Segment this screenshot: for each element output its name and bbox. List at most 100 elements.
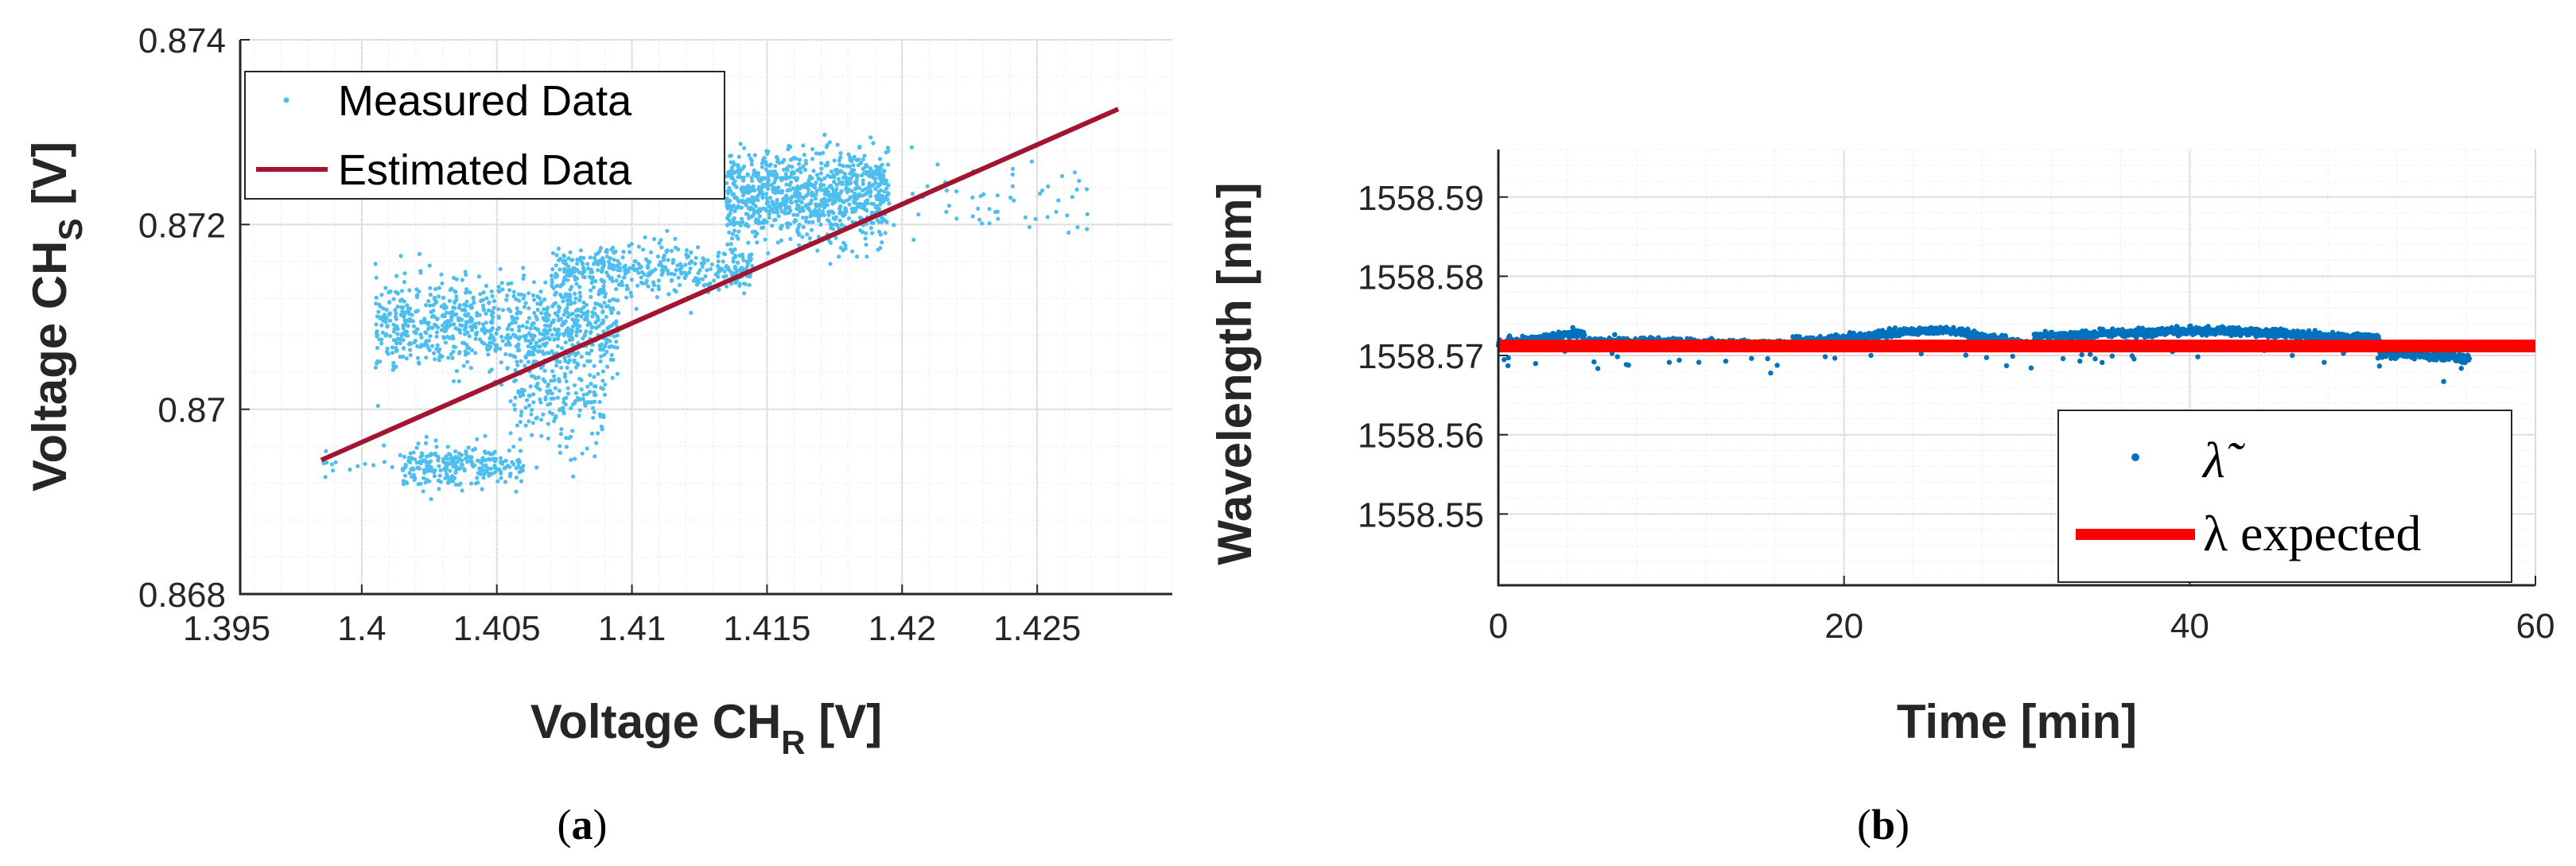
lambda-data-point [1749,355,1754,361]
panel-a-chart: 1.395 1.4 1.405 1.41 1.415 1.42 1.4250.8680.87… [23,21,1173,849]
measured-data-point [883,180,888,184]
measured-data-point [511,293,516,298]
measured-data-point [954,216,959,221]
measured-data-point [426,338,431,343]
measured-data-point [451,344,457,349]
measured-data-point [814,151,818,156]
measured-data-point [729,221,733,226]
measured-data-point [469,328,475,332]
measured-data-point [694,255,698,260]
measured-data-point [771,218,777,223]
measured-data-point [568,287,573,292]
measured-data-point [797,222,802,227]
measured-data-point [589,382,593,386]
measured-data-point [589,270,595,274]
measured-data-point [424,303,429,308]
measured-data-point [715,264,721,269]
measured-data-point [511,462,516,467]
measured-data-point [441,335,446,340]
lambda-data-point [1591,359,1597,365]
measured-data-point [479,298,484,304]
measured-data-point [663,265,668,270]
measured-data-point [810,227,814,232]
measured-data-point [600,386,605,391]
measured-data-point [437,347,442,351]
measured-data-point [643,235,647,240]
measured-data-point [729,249,735,254]
measured-data-point [508,431,513,436]
measured-data-point [554,415,558,420]
measured-data-point [1045,215,1050,219]
measured-data-point [505,336,510,341]
measured-data-point [503,466,507,471]
measured-data-point [716,254,721,258]
measured-data-point [1040,188,1045,193]
measured-data-point [552,378,557,383]
measured-data-point [826,189,830,194]
measured-data-point [794,199,798,204]
measured-data-point [775,209,780,215]
lambda-data-point [1614,354,1620,359]
measured-data-point [487,347,491,351]
measured-data-point [437,285,441,290]
measured-data-point [826,212,831,217]
measured-data-point [570,324,575,329]
measured-data-point [752,153,757,157]
measured-data-point [581,397,585,402]
measured-data-point [577,398,581,402]
measured-data-point [518,394,523,398]
panel-a-estimated-line [320,107,1120,463]
measured-data-point [589,288,593,293]
measured-data-point [581,255,586,260]
measured-data-point [523,338,528,343]
measured-data-point [867,169,872,174]
measured-data-point [784,211,789,216]
measured-data-point [600,256,605,261]
measured-data-point [410,313,414,317]
measured-data-point [414,295,420,300]
measured-data-point [499,334,504,340]
measured-data-point [849,188,854,193]
measured-data-point [615,333,620,338]
measured-data-point [559,346,565,351]
measured-data-point [564,379,569,384]
measured-data-point [750,195,755,200]
measured-data-point [477,313,482,317]
measured-data-point [819,178,824,183]
measured-data-point [763,237,767,242]
measured-data-point [884,186,889,191]
measured-data-point [751,212,756,217]
measured-data-point [374,322,379,327]
measured-data-point [571,474,576,479]
measured-data-point [529,350,534,355]
measured-data-point [417,251,422,256]
measured-data-point [554,274,560,278]
measured-data-point [857,185,862,191]
measured-data-point [433,322,437,327]
measured-data-point [537,296,542,301]
measured-data-point [519,466,525,471]
measured-data-point [418,319,424,324]
measured-data-point [565,273,569,278]
measured-data-point [484,468,489,474]
measured-data-point [782,157,787,162]
measured-data-point [600,266,605,270]
measured-data-point [480,327,484,332]
measured-data-point [513,333,518,338]
measured-data-point [814,213,818,218]
measured-data-point [398,254,403,258]
measured-data-point [696,245,701,250]
measured-data-point [587,351,592,356]
measured-data-point [656,286,662,292]
measured-data-point [546,421,550,426]
measured-data-point [573,291,577,296]
measured-data-point [602,344,608,349]
measured-data-point [390,367,395,372]
measured-data-point [398,340,402,346]
measured-data-point [511,289,516,294]
measured-data-point [632,268,638,273]
measured-data-point [744,264,750,269]
measured-data-point [503,480,508,484]
measured-data-point [636,270,641,275]
measured-data-point [395,332,400,336]
